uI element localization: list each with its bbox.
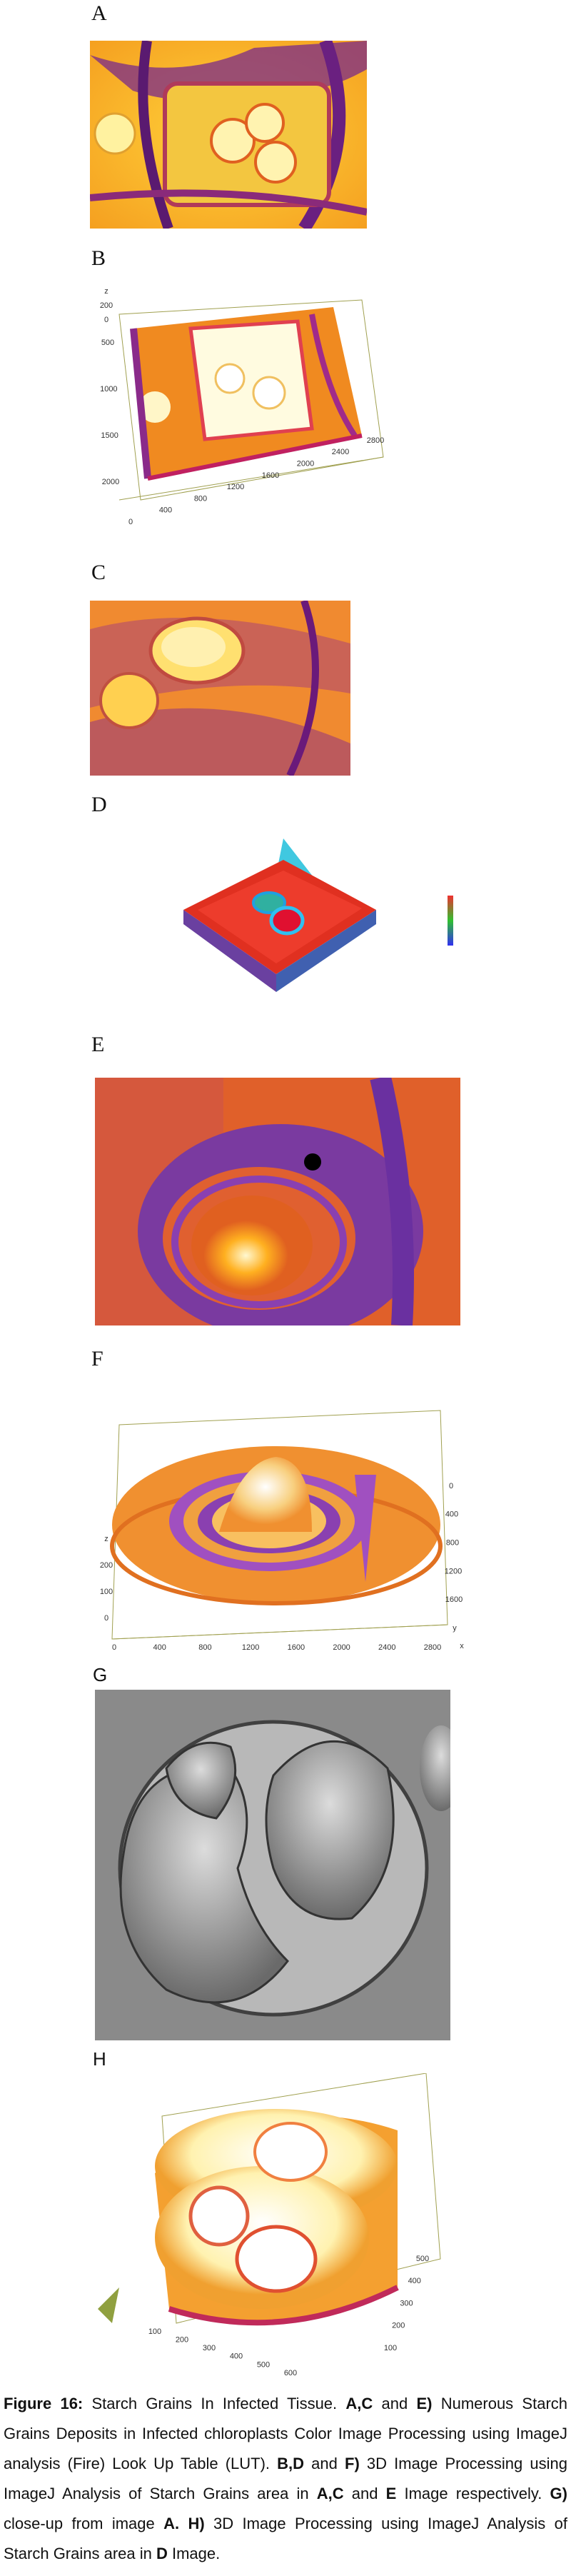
- caption-bold: G): [550, 2485, 567, 2502]
- axis-label: 2400: [332, 448, 349, 456]
- axis-label: 400: [445, 1510, 458, 1519]
- panel-image: [95, 1690, 450, 2040]
- panel-image: z 200 100 0 0 400 800 1200 1600 2000 2400 2800 0 400 8…: [100, 1410, 464, 1652]
- axis-label: 200: [176, 2336, 188, 2345]
- caption-text: and: [343, 2485, 386, 2502]
- caption-text: and: [373, 2395, 417, 2412]
- caption-text: Numerous Starch Grains Deposits in Infec…: [4, 2395, 568, 2472]
- axis-label: 0: [449, 1482, 453, 1490]
- axis-label: 800: [446, 1539, 459, 1548]
- panel-image: 100 200 300 400 500 600 500 400 300 200 100: [98, 2073, 441, 2377]
- caption-text: close-up from image: [4, 2515, 155, 2532]
- axis-label: z: [104, 1535, 108, 1543]
- axis-label: 1200: [242, 1643, 259, 1652]
- axis-label: 1600: [262, 471, 279, 480]
- axis-label: 100: [384, 2344, 397, 2352]
- axis-label: 300: [203, 2344, 216, 2352]
- panel-label: G: [93, 1664, 108, 1685]
- axis-label: 500: [416, 2255, 429, 2263]
- axis-label: 0: [112, 1643, 116, 1652]
- panel-image: [95, 1078, 460, 1325]
- caption-bold: A,C: [316, 2485, 344, 2502]
- panel-label: A: [91, 1, 107, 25]
- caption-text: Starch Grains In Infected Tissue.: [83, 2395, 346, 2412]
- axis-label: 500: [257, 2360, 270, 2369]
- axis-label: 2400: [378, 1643, 395, 1652]
- axis-label: 400: [230, 2352, 243, 2361]
- axis-label: 200: [100, 1561, 113, 1570]
- axis-label: 2000: [102, 478, 119, 486]
- caption-bold: E: [385, 2485, 397, 2502]
- axis-label: 400: [159, 506, 172, 515]
- axis-label: 1200: [445, 1567, 462, 1575]
- panel-label: H: [93, 2048, 106, 2070]
- panel-label: C: [91, 561, 106, 584]
- axis-label: 0: [104, 1614, 108, 1623]
- axis-label: 200: [392, 2322, 405, 2330]
- axis-label: 1500: [101, 431, 118, 440]
- caption-bold: A,C: [345, 2395, 373, 2412]
- caption-bold: F): [345, 2455, 360, 2472]
- caption-bold: B,D: [277, 2455, 305, 2472]
- panel-label: B: [91, 246, 106, 270]
- axis-label: 100: [100, 1588, 113, 1596]
- axis-label: 800: [198, 1643, 211, 1652]
- panel-image: z200050010001500200004008001200160020002…: [100, 287, 384, 526]
- axis-label: 2000: [297, 459, 314, 468]
- caption-bold: A.: [163, 2515, 180, 2532]
- panel-image: [183, 838, 453, 992]
- axis-label: 800: [194, 494, 207, 503]
- panel-image: [90, 601, 350, 776]
- panel-image: [90, 41, 367, 229]
- axis-label: 0: [104, 316, 108, 324]
- panel-label: F: [91, 1347, 103, 1370]
- axis-label: 600: [284, 2369, 297, 2377]
- caption-text: 3D Image Processing using ImageJ Analysi…: [4, 2515, 567, 2562]
- axis-label: 400: [408, 2277, 421, 2285]
- caption-text: Image.: [167, 2545, 221, 2562]
- axis-label: 100: [148, 2327, 161, 2336]
- caption-bold: E): [416, 2395, 433, 2412]
- axis-label: 2800: [424, 1643, 441, 1652]
- caption-bold: Figure 16:: [4, 2395, 84, 2412]
- caption-bold: H): [188, 2515, 205, 2532]
- axis-label: 1600: [445, 1595, 463, 1604]
- axis-label: x: [460, 1642, 464, 1650]
- caption-text: and: [304, 2455, 345, 2472]
- caption-text: [179, 2515, 188, 2532]
- axis-label: z: [104, 287, 108, 296]
- figure-caption: Figure 16: Starch Grains In Infected Tis…: [4, 2389, 567, 2569]
- axis-label: 400: [153, 1643, 166, 1652]
- panel-label: E: [91, 1033, 105, 1056]
- axis-label: 1600: [288, 1643, 305, 1652]
- axis-label: 2000: [333, 1643, 350, 1652]
- axis-label: 200: [100, 301, 113, 310]
- axis-label: 2800: [367, 436, 384, 445]
- axis-label: 500: [101, 339, 114, 347]
- axis-label: 1200: [227, 483, 244, 491]
- caption-bold: D: [156, 2545, 168, 2562]
- axis-label: 1000: [100, 385, 117, 394]
- axis-label: 300: [400, 2299, 413, 2307]
- panel-label: D: [91, 793, 107, 816]
- caption-text: Image respectively.: [396, 2485, 550, 2502]
- caption-text: 3D Image Processing using ImageJ Analysi…: [4, 2455, 567, 2502]
- axis-label: y: [453, 1624, 457, 1633]
- axis-label: 0: [128, 518, 133, 526]
